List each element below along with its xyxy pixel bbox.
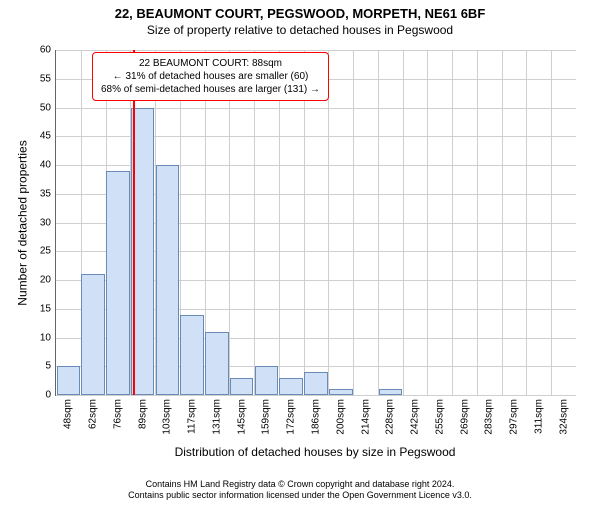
y-tick-label: 55 [40, 73, 51, 84]
gridline-h [56, 395, 576, 396]
y-tick-label: 25 [40, 246, 51, 257]
gridline-v [502, 50, 503, 395]
y-tick-label: 5 [45, 361, 51, 372]
bar [180, 315, 204, 396]
bar [156, 165, 180, 395]
title-subtitle: Size of property relative to detached ho… [0, 23, 600, 37]
y-tick-label: 35 [40, 188, 51, 199]
x-tick-label: 159sqm [261, 399, 272, 435]
bar [230, 378, 254, 395]
x-tick-label: 89sqm [137, 399, 148, 429]
y-tick-label: 10 [40, 332, 51, 343]
x-tick-label: 103sqm [162, 399, 173, 435]
gridline-v [254, 50, 255, 395]
bar [81, 274, 105, 395]
x-axis-title: Distribution of detached houses by size … [175, 445, 456, 459]
info-line-1: 22 BEAUMONT COURT: 88sqm [101, 57, 320, 70]
title-address: 22, BEAUMONT COURT, PEGSWOOD, MORPETH, N… [0, 6, 600, 21]
x-tick-label: 186sqm [311, 399, 322, 435]
x-tick-label: 283sqm [484, 399, 495, 435]
gridline-v [279, 50, 280, 395]
x-tick-label: 311sqm [533, 399, 544, 434]
x-tick-label: 297sqm [509, 399, 520, 435]
x-tick-label: 117sqm [187, 399, 198, 434]
gridline-v [378, 50, 379, 395]
x-tick-label: 131sqm [211, 399, 222, 435]
x-tick-label: 255sqm [434, 399, 445, 435]
gridline-v [403, 50, 404, 395]
y-tick-label: 30 [40, 217, 51, 228]
bar [329, 389, 353, 395]
y-tick-label: 60 [40, 45, 51, 56]
x-tick-label: 242sqm [410, 399, 421, 435]
bar [57, 366, 81, 395]
gridline-v [229, 50, 230, 395]
x-tick-label: 172sqm [286, 399, 297, 435]
gridline-v [526, 50, 527, 395]
x-tick-label: 76sqm [112, 399, 123, 429]
x-tick-label: 200sqm [335, 399, 346, 435]
y-tick-label: 40 [40, 160, 51, 171]
x-tick-label: 324sqm [558, 399, 569, 435]
bar [304, 372, 328, 395]
chart-container: 22, BEAUMONT COURT, PEGSWOOD, MORPETH, N… [0, 6, 600, 506]
gridline-v [353, 50, 354, 395]
gridline-v [328, 50, 329, 395]
footer-line-2: Contains public sector information licen… [0, 490, 600, 502]
x-tick-label: 269sqm [459, 399, 470, 435]
x-tick-label: 62sqm [88, 399, 99, 429]
bar [205, 332, 229, 395]
y-tick-label: 50 [40, 102, 51, 113]
marker-line [133, 50, 135, 395]
plot-area: 05101520253035404550556048sqm62sqm76sqm8… [55, 50, 576, 396]
bar [106, 171, 130, 395]
info-box: 22 BEAUMONT COURT: 88sqm ← 31% of detach… [92, 52, 329, 101]
bar [279, 378, 303, 395]
gridline-v [304, 50, 305, 395]
footer: Contains HM Land Registry data © Crown c… [0, 479, 600, 502]
x-tick-label: 48sqm [63, 399, 74, 429]
y-axis-title: Number of detached properties [16, 140, 30, 305]
gridline-v [551, 50, 552, 395]
x-tick-label: 145sqm [236, 399, 247, 435]
bar [255, 366, 279, 395]
footer-line-1: Contains HM Land Registry data © Crown c… [0, 479, 600, 491]
y-tick-label: 0 [45, 390, 51, 401]
gridline-v [427, 50, 428, 395]
y-tick-label: 45 [40, 131, 51, 142]
info-line-3: 68% of semi-detached houses are larger (… [101, 83, 320, 96]
y-tick-label: 20 [40, 275, 51, 286]
bar [379, 389, 403, 395]
gridline-v [452, 50, 453, 395]
y-tick-label: 15 [40, 303, 51, 314]
info-line-2: ← 31% of detached houses are smaller (60… [101, 70, 320, 83]
x-tick-label: 214sqm [360, 399, 371, 435]
x-tick-label: 228sqm [385, 399, 396, 435]
gridline-v [477, 50, 478, 395]
